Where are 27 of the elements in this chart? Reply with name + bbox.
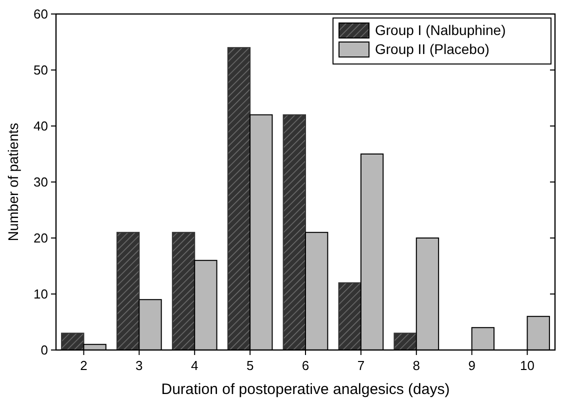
bar (116, 232, 140, 350)
y-axis-title: Number of patients (5, 122, 21, 242)
x-tick-label: 6 (302, 358, 310, 373)
x-tick-label: 3 (136, 358, 143, 373)
y-tick-label: 30 (34, 174, 48, 190)
x-tick-label: 5 (246, 358, 254, 373)
bar (282, 114, 306, 350)
y-tick-label: 10 (34, 286, 48, 302)
x-tick-label: 4 (190, 358, 198, 373)
bar (61, 332, 84, 350)
bar (227, 47, 251, 350)
x-tick-label: 7 (357, 358, 365, 373)
bar (394, 332, 417, 350)
x-tick-label: 9 (468, 358, 476, 373)
y-tick-label: 40 (34, 118, 48, 134)
y-tick-label: 0 (40, 342, 48, 358)
x-tick-label: 10 (520, 358, 535, 373)
bar (172, 232, 196, 350)
y-tick-label: 20 (34, 230, 48, 246)
legend-label: Group II (Placebo) (375, 41, 490, 57)
x-tick-label: 8 (412, 358, 420, 373)
x-tick-label: 2 (80, 358, 88, 373)
y-tick-label: 60 (34, 6, 48, 22)
legend-label: Group I (Nalbuphine) (375, 22, 506, 38)
bar (338, 282, 362, 350)
x-axis-title: Duration of postoperative analgesics (days) (161, 381, 450, 398)
y-tick-label: 50 (34, 62, 48, 78)
